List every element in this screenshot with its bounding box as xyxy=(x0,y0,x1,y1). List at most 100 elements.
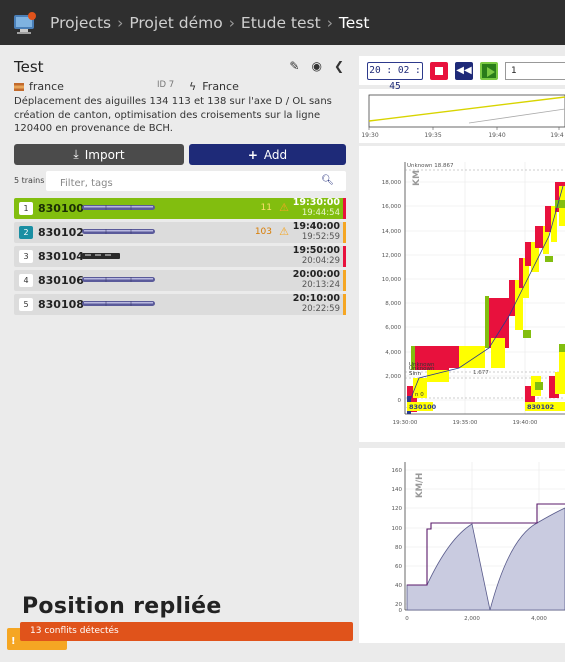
train-times: 19:50:00 20:04:29 xyxy=(293,246,340,267)
signal-value: 1.677 xyxy=(473,370,489,376)
stop-button[interactable] xyxy=(430,62,448,80)
train-end: 20:22:59 xyxy=(301,304,340,314)
scenario-header: Test ✎ ◉ ❮ xyxy=(14,57,344,77)
alert-icon: ! xyxy=(11,636,16,647)
train-status-bar xyxy=(343,246,346,267)
position-label: Position repliée xyxy=(22,594,222,619)
train-index: 2 xyxy=(19,226,33,239)
x-tick: 0 xyxy=(405,616,409,622)
y-tick: 6,000 xyxy=(385,325,401,331)
warning-icon: ⚠ xyxy=(279,201,289,214)
breadcrumb-project[interactable]: Projet démo xyxy=(129,13,223,32)
speed-space-chart[interactable]: 160 140 120 100 80 60 40 20 0 KM/H 0 2,0… xyxy=(359,448,565,643)
x-tick: 19:40:00 xyxy=(513,420,538,426)
import-label: Import xyxy=(84,147,125,162)
train-830100-path[interactable] xyxy=(406,182,565,414)
train-830102-path[interactable] xyxy=(525,344,565,410)
download-icon: ⤓ xyxy=(73,147,79,161)
x-tick: 19:30:00 xyxy=(393,420,418,426)
train-label: 830102 xyxy=(527,403,554,411)
breadcrumb-scenario: Test xyxy=(338,13,370,32)
play-button[interactable] xyxy=(480,62,498,80)
app-logo-icon[interactable] xyxy=(12,11,38,35)
x-tick: 4,000 xyxy=(531,616,547,622)
train-start: 20:10:00 xyxy=(292,293,340,304)
time-overview[interactable]: 19:30 19:35 19:40 19:4 xyxy=(359,89,565,143)
filter-row: 5 trains 🔍︎ xyxy=(14,171,346,194)
top-bar: Projects › Projet démo › Etude test › Te… xyxy=(0,0,565,45)
train-times: 19:40:00 19:52:59 xyxy=(293,222,340,243)
train-times: 19:30:00 19:44:54 xyxy=(293,198,340,219)
breadcrumb-study[interactable]: Etude test xyxy=(240,13,321,32)
y-tick: 60 xyxy=(395,564,402,570)
y-tick: 0 xyxy=(398,398,402,404)
y-tick: 8,000 xyxy=(385,301,401,307)
train-index: 4 xyxy=(19,274,33,287)
rewind-icon: ◀◀ xyxy=(456,65,472,76)
page-title: Test xyxy=(14,58,44,76)
train-row[interactable]: 5 830108 20:10:00 20:22:59 xyxy=(14,294,346,315)
train-index: 1 xyxy=(19,202,33,215)
scenario-panel: Test ✎ ◉ ❮ france ID 7 ϟ France Déplaceme… xyxy=(0,45,356,662)
top-signal-label: Unknown 18.867 xyxy=(407,163,454,169)
conflicts-banner[interactable]: 13 conflits détectés xyxy=(20,622,353,641)
simulation-player: 20 : 02 : 45 ◀◀ 1 xyxy=(359,56,565,92)
train-times: 20:00:00 20:13:24 xyxy=(292,269,340,291)
train-times: 20:10:00 20:22:59 xyxy=(292,293,340,315)
import-button[interactable]: ⤓ Import xyxy=(14,144,184,165)
train-row[interactable]: 3 830104 19:50:00 20:04:29 xyxy=(14,246,346,267)
speed-input[interactable]: 1 xyxy=(505,62,565,80)
scenario-meta: france ID 7 ϟ France xyxy=(14,80,344,94)
train-end: 20:04:29 xyxy=(301,256,340,266)
train-name: 830106 xyxy=(38,274,84,287)
y-axis-label: KM/H xyxy=(415,473,425,498)
chevron-right-icon: › xyxy=(228,13,235,32)
y-tick: 40 xyxy=(395,583,402,589)
infra-name: France xyxy=(202,80,239,93)
x-tick: 2,000 xyxy=(464,616,480,622)
chevron-right-icon: › xyxy=(117,13,124,32)
train-status-bar xyxy=(343,270,346,291)
train-row[interactable]: 4 830106 20:00:00 20:13:24 xyxy=(14,270,346,291)
train-row[interactable]: 2 830102 103 ⚠ 19:40:00 19:52:59 xyxy=(14,222,346,243)
y-tick: 100 xyxy=(392,526,403,532)
chevron-left-icon[interactable]: ❮ xyxy=(333,59,344,73)
signal-label: Unknown xyxy=(409,362,435,368)
filter-input[interactable] xyxy=(46,173,306,194)
train-list: 1 830100 11 ⚠ 19:30:00 19:44:54 2 830102… xyxy=(14,198,346,318)
y-tick: 4,000 xyxy=(385,350,401,356)
signal-label: Sinn xyxy=(409,371,422,377)
train-status-bar xyxy=(343,222,346,243)
pencil-icon[interactable]: ✎ xyxy=(289,59,300,73)
overview-tick: 19:40 xyxy=(488,132,505,139)
y-tick: 2,000 xyxy=(385,374,401,380)
scenario-type: france xyxy=(29,80,64,93)
y-tick: 20 xyxy=(395,602,402,608)
rolling-stock-icon xyxy=(82,229,155,234)
speed-curve xyxy=(406,507,565,611)
scenario-description: Déplacement des aiguilles 134 113 et 138… xyxy=(14,96,332,134)
train-status-bar xyxy=(343,294,346,315)
breadcrumb-projects[interactable]: Projects xyxy=(50,13,112,32)
search-icon[interactable]: 🔍︎ xyxy=(321,175,334,186)
lightning-icon: ϟ xyxy=(189,80,197,93)
rolling-stock-icon xyxy=(82,277,155,282)
timetable-icon xyxy=(14,83,24,91)
y-tick: 12,000 xyxy=(382,253,402,259)
signal-label: Unknown xyxy=(409,366,435,372)
y-tick: 140 xyxy=(392,487,403,493)
overview-tick: 19:35 xyxy=(424,132,441,139)
eye-icon[interactable]: ◉ xyxy=(311,59,322,73)
rewind-button[interactable]: ◀◀ xyxy=(455,62,473,80)
train-start: 20:00:00 xyxy=(292,269,340,280)
space-time-chart[interactable]: 18,000 16,000 14,000 12,000 10,000 8,000… xyxy=(359,146,565,442)
train-name: 830104 xyxy=(38,250,84,263)
breadcrumb: Projects › Projet démo › Etude test › Te… xyxy=(50,14,369,32)
add-button[interactable]: + Add xyxy=(189,144,346,165)
y-tick: 120 xyxy=(392,506,403,512)
chevron-right-icon: › xyxy=(326,13,333,32)
train-row[interactable]: 1 830100 11 ⚠ 19:30:00 19:44:54 xyxy=(14,198,346,219)
warning-icon: ⚠ xyxy=(279,225,289,238)
y-tick: 18,000 xyxy=(382,180,402,186)
y-tick: 80 xyxy=(395,545,402,551)
